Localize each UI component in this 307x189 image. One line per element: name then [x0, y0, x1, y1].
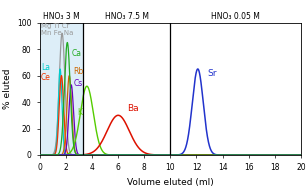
Text: Sr: Sr — [207, 69, 216, 78]
Bar — [170, 23, 301, 155]
Y-axis label: % eluted: % eluted — [2, 69, 12, 109]
Bar — [40, 23, 83, 155]
Text: HNO₃ 3 M: HNO₃ 3 M — [43, 12, 80, 21]
Text: Cs: Cs — [73, 78, 83, 88]
Text: HNO₃ 0.05 M: HNO₃ 0.05 M — [211, 12, 260, 21]
Text: Rb: Rb — [73, 67, 84, 76]
Text: La: La — [41, 63, 50, 72]
Text: Ba: Ba — [127, 104, 139, 113]
Text: Ce: Ce — [41, 73, 51, 82]
Text: Ca: Ca — [71, 49, 81, 58]
Text: K: K — [78, 108, 83, 117]
X-axis label: Volume eluted (ml): Volume eluted (ml) — [127, 178, 214, 187]
Text: Mg Ti Cr
Mn Fe Na: Mg Ti Cr Mn Fe Na — [41, 23, 73, 36]
Text: HNO₃ 7.5 M: HNO₃ 7.5 M — [105, 12, 149, 21]
Bar — [83, 23, 170, 155]
